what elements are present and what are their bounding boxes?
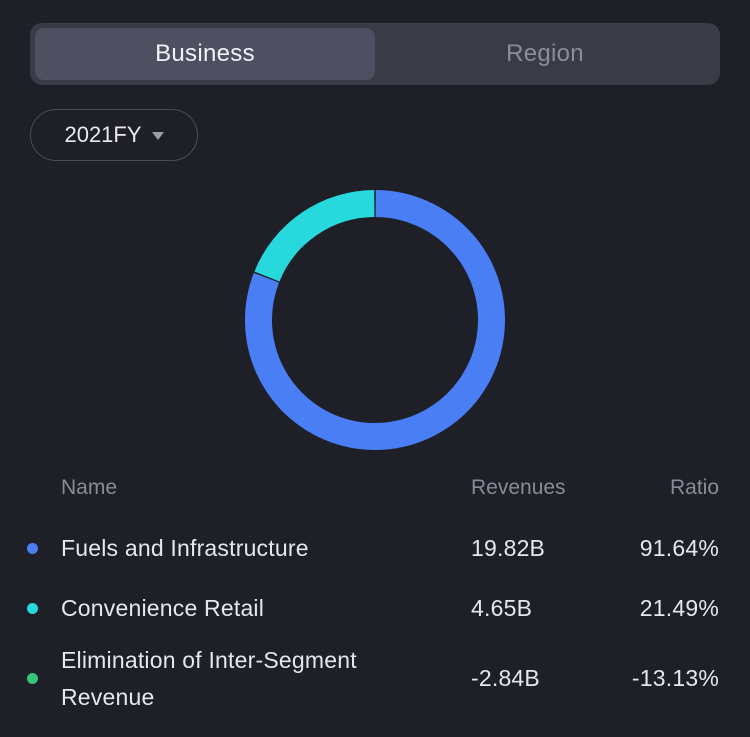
table-row[interactable]: Fuels and Infrastructure 19.82B 91.64% (0, 530, 750, 567)
row-ratio: -13.13% (631, 665, 719, 691)
row-ratio: 21.49% (639, 595, 719, 621)
legend-dot (27, 603, 38, 614)
header-ratio: Ratio (669, 476, 719, 499)
row-revenues: 19.82B (471, 535, 546, 561)
row-ratio: 91.64% (639, 535, 719, 561)
period-value: 2021FY (64, 122, 142, 147)
caret-down-icon (151, 132, 164, 140)
period-dropdown[interactable]: 2021FY (30, 109, 198, 161)
row-name: Convenience Retail (61, 595, 265, 621)
donut-slice-1[interactable] (254, 190, 375, 282)
revenue-donut-chart (245, 190, 505, 450)
table-row[interactable]: Elimination of Inter-Segment Revenue -2.… (0, 642, 750, 716)
legend-dot (27, 543, 38, 554)
header-name: Name (61, 476, 118, 499)
tab-region[interactable]: Region (506, 40, 584, 67)
tab-business[interactable]: Business (35, 28, 375, 80)
row-name: Elimination of Inter-Segment Revenue (61, 647, 357, 710)
table-row[interactable]: Convenience Retail 4.65B 21.49% (0, 590, 750, 627)
row-name: Fuels and Infrastructure (61, 535, 309, 561)
row-revenues: 4.65B (471, 595, 533, 621)
legend-dot (27, 673, 38, 684)
segment-switcher: Business Region (30, 23, 720, 85)
table-header: Name Revenues Ratio (0, 476, 750, 504)
row-revenues: -2.84B (471, 665, 540, 691)
donut-slice-0[interactable] (245, 190, 505, 450)
header-revenues: Revenues (471, 476, 566, 499)
